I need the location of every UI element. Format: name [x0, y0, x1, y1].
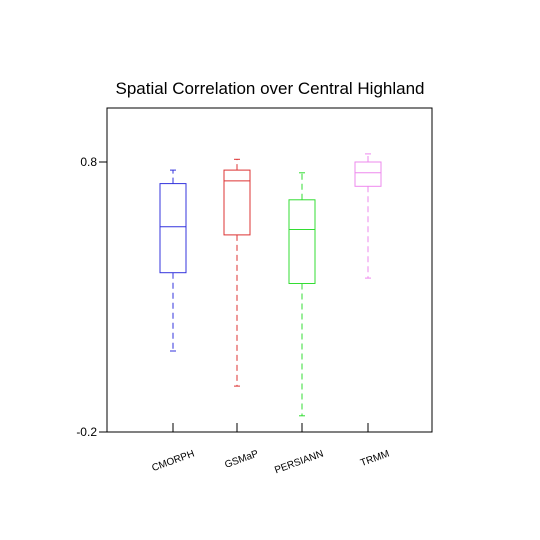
box-cmorph — [159, 169, 187, 352]
box-trmm — [354, 153, 382, 279]
y-tick-label: 0.8 — [80, 155, 97, 169]
x-tick-label-gsmap: GSMaP — [223, 448, 260, 470]
box-persiann — [288, 172, 316, 417]
box-gsmap — [223, 158, 251, 387]
y-tick-label: -0.2 — [76, 425, 97, 439]
chart-title: Spatial Correlation over Central Highlan… — [116, 79, 425, 98]
iqr-box — [354, 161, 382, 187]
box-series — [159, 153, 382, 417]
x-tick-label-cmorph: CMORPH — [150, 448, 196, 474]
x-tick-label-persiann: PERSIANN — [273, 448, 325, 476]
plot-frame — [106, 107, 433, 433]
x-axis: CMORPH GSMaP PERSIANN TRMM — [150, 423, 391, 476]
iqr-box — [223, 169, 251, 236]
x-tick-label-trmm: TRMM — [359, 448, 391, 469]
y-axis: 0.8 -0.2 — [76, 155, 107, 439]
iqr-box — [159, 183, 187, 274]
iqr-box — [288, 199, 316, 284]
